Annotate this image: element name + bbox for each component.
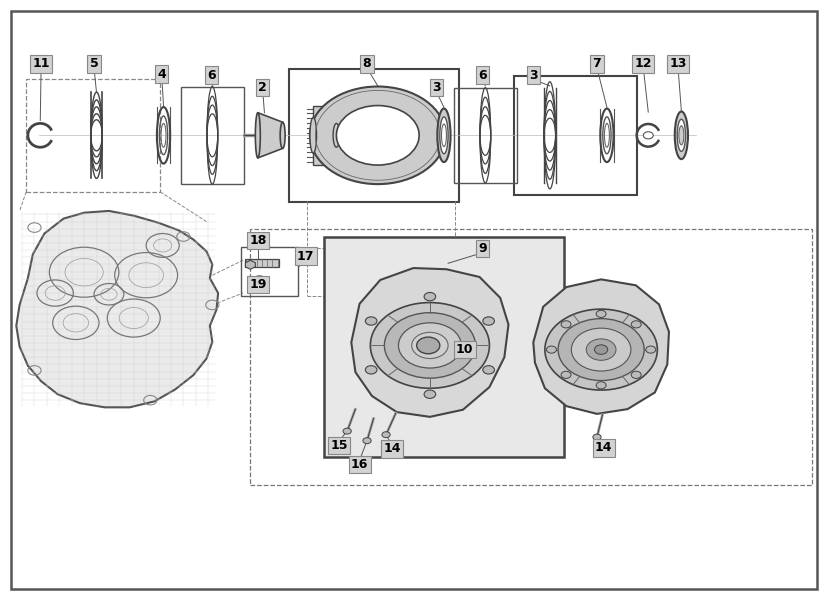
Circle shape — [558, 319, 644, 380]
Circle shape — [424, 292, 436, 301]
Polygon shape — [534, 279, 669, 414]
Circle shape — [363, 438, 371, 444]
Text: 5: 5 — [90, 57, 99, 71]
Text: 15: 15 — [330, 439, 348, 452]
Ellipse shape — [437, 108, 451, 162]
Text: 16: 16 — [351, 458, 369, 471]
Circle shape — [417, 337, 440, 354]
Bar — [290, 69, 459, 202]
Text: 8: 8 — [363, 57, 371, 71]
Circle shape — [343, 428, 351, 434]
Circle shape — [596, 310, 606, 318]
Bar — [324, 236, 564, 457]
Ellipse shape — [333, 123, 339, 147]
Bar — [515, 76, 637, 195]
Text: 18: 18 — [249, 234, 266, 247]
Bar — [246, 258, 279, 267]
Circle shape — [398, 323, 461, 368]
Circle shape — [422, 340, 438, 352]
Ellipse shape — [256, 112, 261, 158]
Text: 14: 14 — [595, 441, 613, 454]
Circle shape — [571, 328, 631, 371]
Text: 4: 4 — [158, 68, 166, 81]
Polygon shape — [17, 211, 218, 407]
Circle shape — [632, 321, 642, 328]
Text: 2: 2 — [258, 81, 267, 94]
Text: 6: 6 — [479, 69, 487, 82]
Ellipse shape — [679, 126, 684, 145]
Circle shape — [561, 321, 571, 328]
Ellipse shape — [675, 111, 688, 159]
Circle shape — [256, 280, 264, 286]
Polygon shape — [258, 112, 283, 158]
Text: 17: 17 — [297, 249, 315, 263]
Circle shape — [632, 371, 642, 379]
Ellipse shape — [281, 122, 286, 148]
Circle shape — [336, 106, 419, 165]
Circle shape — [365, 365, 377, 374]
Circle shape — [483, 365, 495, 374]
Polygon shape — [246, 260, 256, 269]
Circle shape — [546, 346, 556, 353]
Text: 9: 9 — [479, 242, 487, 255]
Text: 3: 3 — [432, 81, 441, 94]
Text: 7: 7 — [593, 57, 602, 71]
Bar — [454, 88, 517, 183]
Circle shape — [382, 432, 390, 438]
Circle shape — [544, 309, 657, 390]
Text: 14: 14 — [383, 443, 401, 456]
Circle shape — [586, 339, 616, 361]
Text: 3: 3 — [529, 69, 538, 82]
Text: 11: 11 — [32, 57, 50, 71]
Circle shape — [412, 332, 448, 359]
Circle shape — [424, 390, 436, 398]
Ellipse shape — [677, 119, 686, 151]
Bar — [313, 106, 336, 165]
Circle shape — [483, 317, 495, 325]
Circle shape — [365, 317, 377, 325]
Circle shape — [596, 382, 606, 389]
Circle shape — [370, 303, 490, 388]
Ellipse shape — [440, 117, 448, 154]
Text: 6: 6 — [208, 69, 216, 82]
Text: 12: 12 — [635, 57, 652, 71]
Circle shape — [593, 434, 601, 440]
Circle shape — [594, 345, 608, 355]
Circle shape — [646, 346, 656, 353]
Text: 13: 13 — [669, 57, 686, 71]
Bar — [250, 229, 812, 485]
Ellipse shape — [310, 117, 316, 153]
Bar — [181, 87, 244, 184]
Bar — [27, 79, 160, 192]
Polygon shape — [351, 268, 509, 417]
Text: 19: 19 — [249, 278, 266, 291]
Circle shape — [384, 313, 476, 378]
Circle shape — [310, 87, 446, 184]
Circle shape — [643, 132, 653, 139]
Bar — [242, 247, 297, 296]
Circle shape — [561, 371, 571, 379]
Text: 10: 10 — [456, 343, 473, 356]
